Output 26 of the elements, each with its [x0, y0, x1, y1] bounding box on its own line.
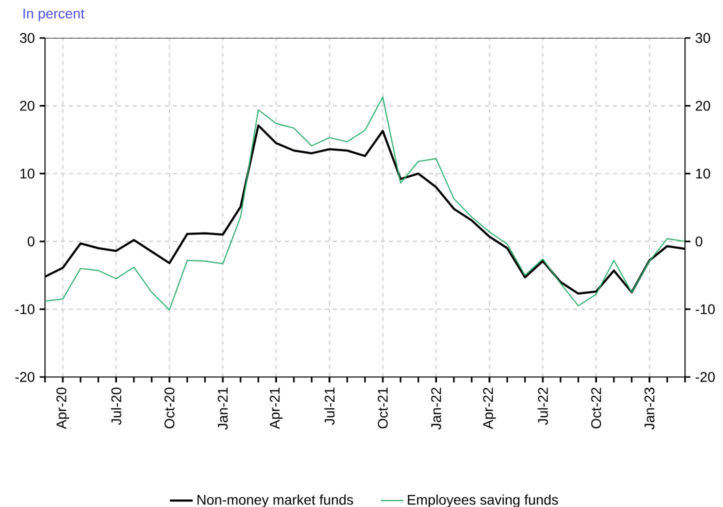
x-tick-label: Apr-21 — [270, 388, 282, 430]
x-tick-label: Apr-22 — [483, 388, 496, 430]
x-tick-label: Jul-21 — [324, 388, 335, 425]
y2-tick-label: 20 — [696, 100, 710, 111]
y-tick-label: 30 — [20, 33, 34, 43]
y-tick-label: -20 — [15, 372, 34, 382]
x-tick-label: Jul-22 — [538, 388, 548, 425]
x-tick-label: Jan-21 — [218, 388, 228, 430]
x-tick-label: Apr-20 — [56, 388, 70, 430]
x-tick-label: Jan-22 — [431, 388, 442, 430]
x-tick-label: Jan-23 — [644, 388, 654, 430]
y2-tick-label: 0 — [696, 236, 702, 246]
y-tick-label: -10 — [15, 304, 34, 314]
x-tick-label: Oct-22 — [591, 388, 602, 428]
chart-title: In percent — [24, 8, 84, 22]
y2-tick-label: -10 — [696, 304, 715, 314]
line-series — [45, 96, 686, 310]
y-tick-label: 10 — [20, 168, 34, 179]
x-tick-label: Oct-21 — [378, 388, 388, 428]
y2-tick-label: 10 — [696, 168, 710, 179]
y-tick-label: 20 — [20, 100, 34, 111]
y2-tick-label: -20 — [696, 372, 715, 382]
x-tick-label: Oct-20 — [164, 388, 174, 428]
y-tick-label: 0 — [28, 236, 34, 246]
x-tick-label: Jul-20 — [110, 388, 122, 425]
y2-tick-label: 30 — [696, 33, 710, 43]
